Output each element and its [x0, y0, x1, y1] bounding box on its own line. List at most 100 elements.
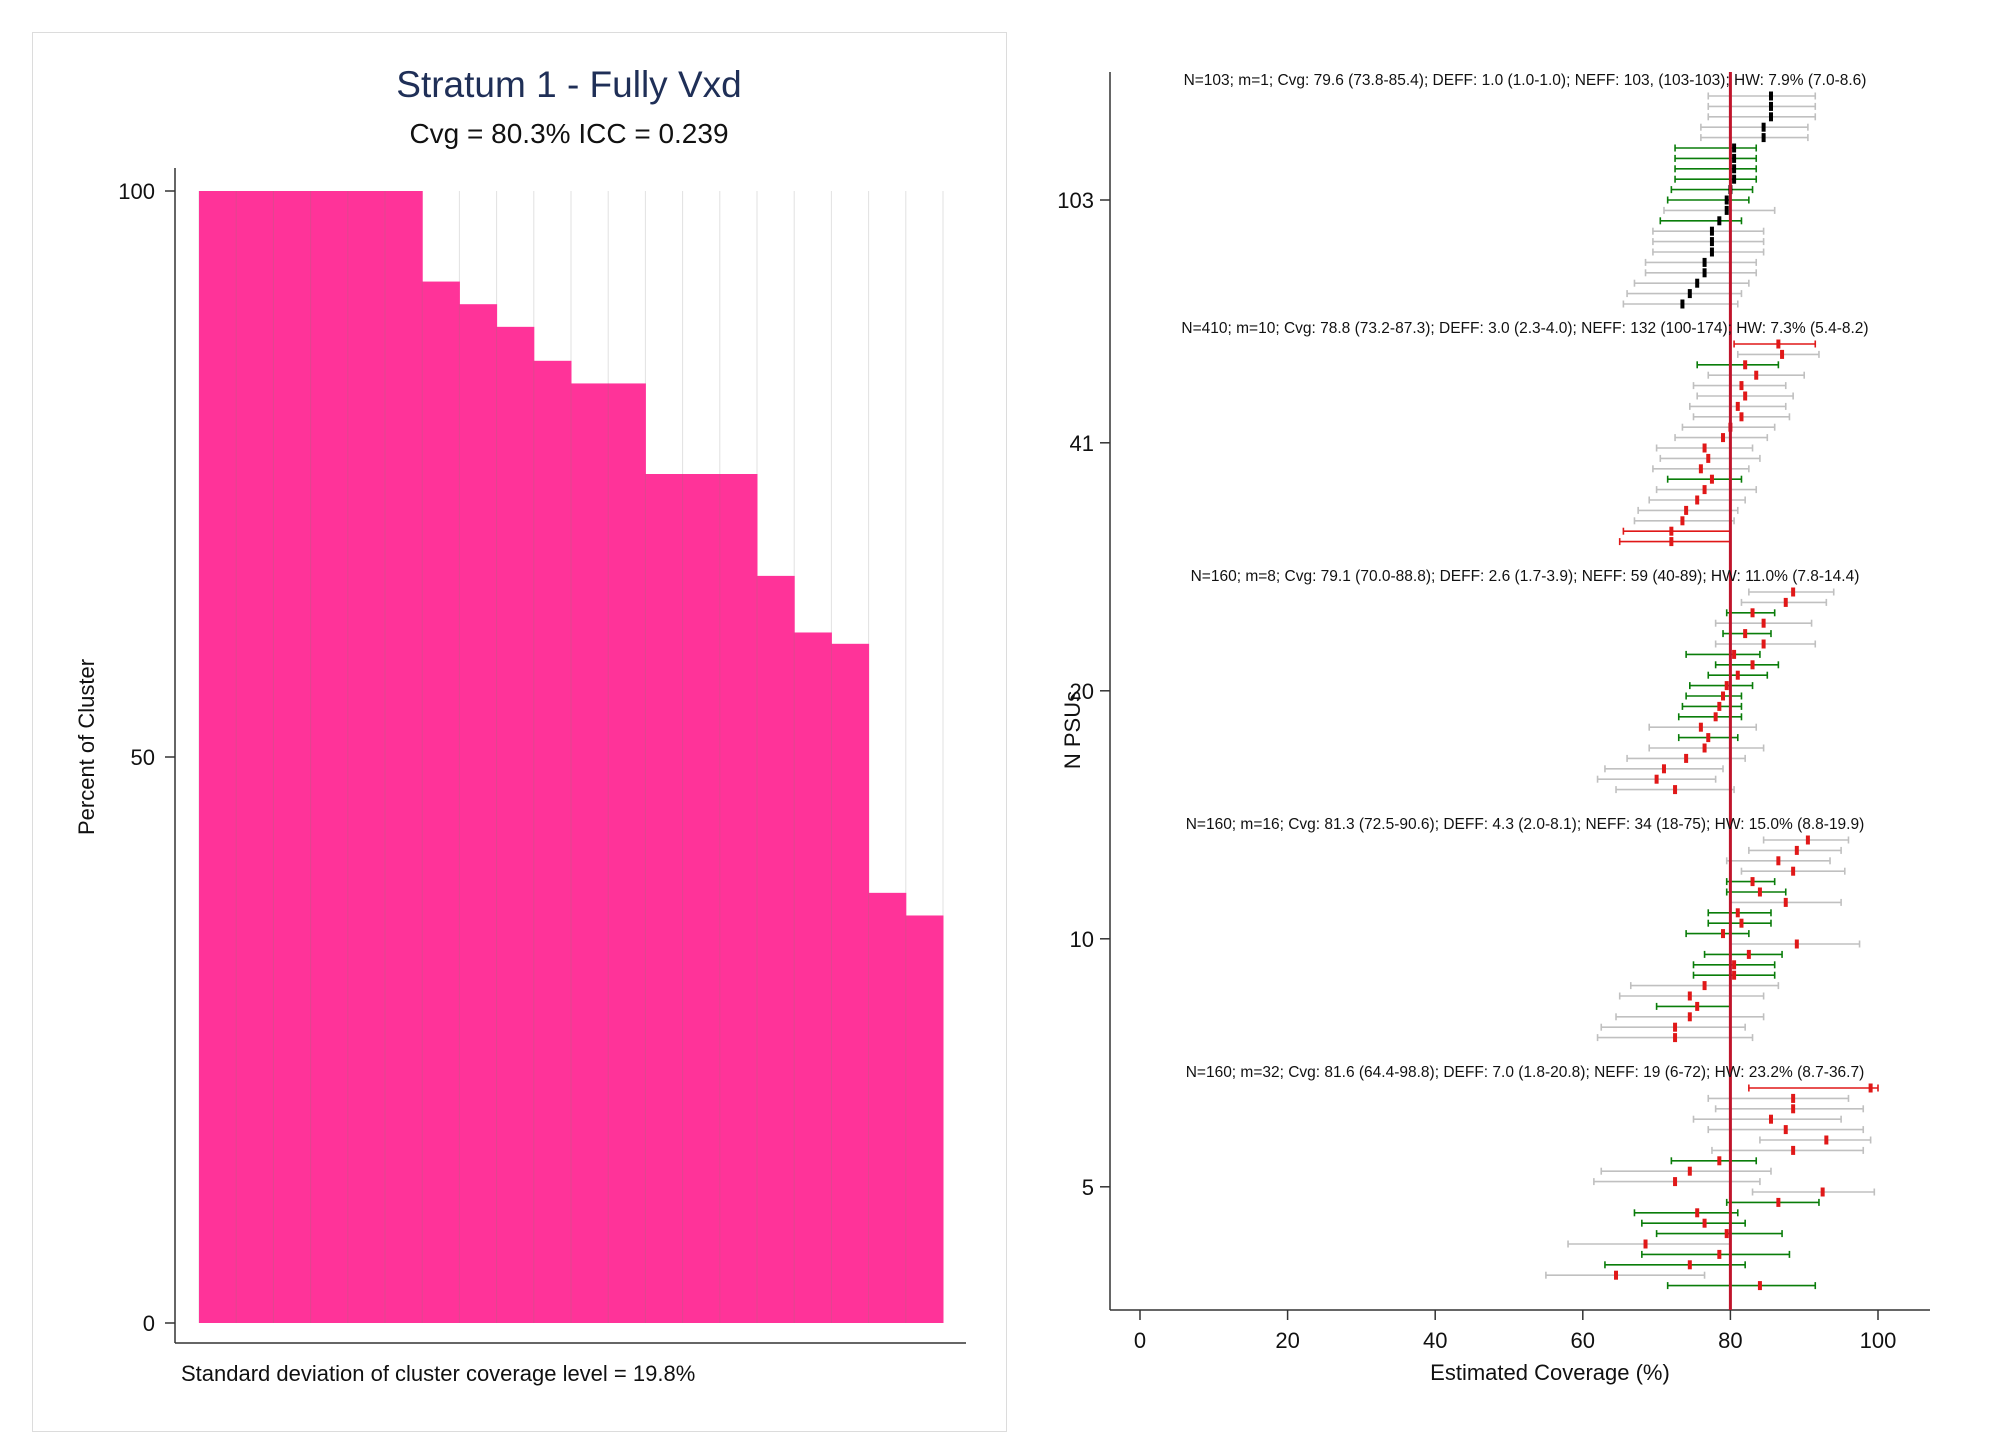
- point-estimate: [1783, 897, 1788, 907]
- point-estimate: [1732, 143, 1737, 153]
- point-estimate: [1820, 1187, 1825, 1197]
- right-chart-panel: 0 20 40 60 80 100 103 41 20 10 5 N=103; m=1; Cvg: 7…: [1020, 32, 1990, 1432]
- point-estimate: [1702, 485, 1707, 495]
- point-estimate: [1761, 618, 1766, 628]
- ci-plot-area: 0 20 40 60 80 100 103 41 20 10 5 N=103; m=1; Cvg: 7…: [1057, 72, 1930, 1353]
- point-estimate: [1687, 1166, 1692, 1176]
- point-estimate: [1732, 649, 1737, 659]
- bar: [347, 191, 386, 1323]
- y-tick-label: 20: [1070, 679, 1094, 704]
- point-estimate: [1739, 918, 1744, 928]
- point-estimate: [1783, 597, 1788, 607]
- point-estimate: [1673, 1022, 1678, 1032]
- point-estimate: [1754, 370, 1759, 380]
- point-estimate: [1673, 1033, 1678, 1043]
- x-tick-label: 20: [1275, 1328, 1299, 1353]
- point-estimate: [1661, 764, 1666, 774]
- y-tick-label: 50: [131, 745, 155, 770]
- point-estimate: [1721, 433, 1726, 443]
- point-estimate: [1717, 1156, 1722, 1166]
- point-estimate: [1680, 516, 1685, 526]
- point-estimate: [1776, 339, 1781, 349]
- left-chart-panel: Stratum 1 - Fully Vxd Cvg = 80.3% ICC = …: [32, 32, 1007, 1432]
- point-estimate: [1643, 1239, 1648, 1249]
- panel-annotation: N=103; m=1; Cvg: 79.6 (73.8-85.4); DEFF:…: [1184, 72, 1867, 89]
- point-estimate: [1791, 587, 1796, 597]
- chart-title: Stratum 1 - Fully Vxd: [396, 64, 741, 105]
- panel-annotation: N=160; m=32; Cvg: 81.6 (64.4-98.8); DEFF…: [1186, 1064, 1865, 1081]
- point-estimate: [1735, 908, 1740, 918]
- point-estimate: [1732, 970, 1737, 980]
- point-estimate: [1687, 289, 1692, 299]
- cluster-coverage-bar-chart: Stratum 1 - Fully Vxd Cvg = 80.3% ICC = …: [74, 64, 966, 1386]
- point-estimate: [1780, 349, 1785, 359]
- point-estimate: [1669, 537, 1674, 547]
- point-estimate: [1673, 785, 1678, 795]
- point-estimate: [1732, 960, 1737, 970]
- x-tick-label: 60: [1571, 1328, 1595, 1353]
- point-estimate: [1673, 1177, 1678, 1187]
- point-estimate: [1687, 1012, 1692, 1022]
- point-estimate: [1735, 670, 1740, 680]
- bar: [273, 191, 312, 1323]
- point-estimate: [1717, 1249, 1722, 1259]
- point-estimate: [1768, 112, 1773, 122]
- point-estimate: [1702, 257, 1707, 267]
- point-estimate: [1695, 278, 1700, 288]
- coverage-ci-chart: 0 20 40 60 80 100 103 41 20 10 5 N=103; m=1; Cvg: 7…: [1057, 72, 1930, 1385]
- point-estimate: [1750, 877, 1755, 887]
- bar: [236, 191, 274, 1323]
- point-estimate: [1702, 1218, 1707, 1228]
- point-estimate: [1614, 1270, 1619, 1280]
- point-estimate: [1783, 1125, 1788, 1135]
- point-estimate: [1721, 929, 1726, 939]
- point-estimate: [1805, 835, 1810, 845]
- bar: [310, 191, 349, 1323]
- point-estimate: [1702, 443, 1707, 453]
- bar: [719, 474, 758, 1323]
- x-tick-label: 80: [1718, 1328, 1742, 1353]
- x-tick-label: 0: [1134, 1328, 1146, 1353]
- point-estimate: [1768, 91, 1773, 101]
- y-axis-label: Percent of Cluster: [74, 659, 99, 835]
- bar: [682, 474, 721, 1323]
- bar: [422, 281, 460, 1323]
- point-estimate: [1732, 153, 1737, 163]
- point-estimate: [1761, 122, 1766, 132]
- point-estimate: [1750, 660, 1755, 670]
- point-estimate: [1669, 526, 1674, 536]
- y-axis-label: N PSUs: [1060, 691, 1085, 769]
- point-estimate: [1724, 681, 1729, 691]
- bar: [496, 326, 535, 1324]
- point-estimate: [1768, 1114, 1773, 1124]
- point-estimate: [1684, 753, 1689, 763]
- bar: [794, 632, 832, 1323]
- bar: [757, 575, 795, 1323]
- y-tick-label: 5: [1082, 1175, 1094, 1200]
- point-estimate: [1717, 216, 1722, 226]
- y-tick-label: 100: [118, 179, 155, 204]
- point-estimate: [1709, 226, 1714, 236]
- point-estimate: [1698, 464, 1703, 474]
- y-tick-label: 0: [143, 1311, 155, 1336]
- point-estimate: [1746, 949, 1751, 959]
- point-estimate: [1824, 1135, 1829, 1145]
- bar: [571, 383, 609, 1323]
- bar: [645, 474, 684, 1323]
- point-estimate: [1709, 237, 1714, 247]
- bar: [199, 191, 237, 1323]
- point-estimate: [1724, 1229, 1729, 1239]
- point-estimate: [1750, 608, 1755, 618]
- point-estimate: [1761, 639, 1766, 649]
- point-estimate: [1743, 629, 1748, 639]
- point-estimate: [1698, 722, 1703, 732]
- point-estimate: [1791, 1145, 1796, 1155]
- point-estimate: [1757, 1281, 1762, 1291]
- point-estimate: [1713, 712, 1718, 722]
- point-estimate: [1732, 174, 1737, 184]
- x-tick-label: 40: [1423, 1328, 1447, 1353]
- point-estimate: [1717, 701, 1722, 711]
- bar: [868, 892, 907, 1323]
- point-estimate: [1739, 412, 1744, 422]
- point-estimate: [1687, 1260, 1692, 1270]
